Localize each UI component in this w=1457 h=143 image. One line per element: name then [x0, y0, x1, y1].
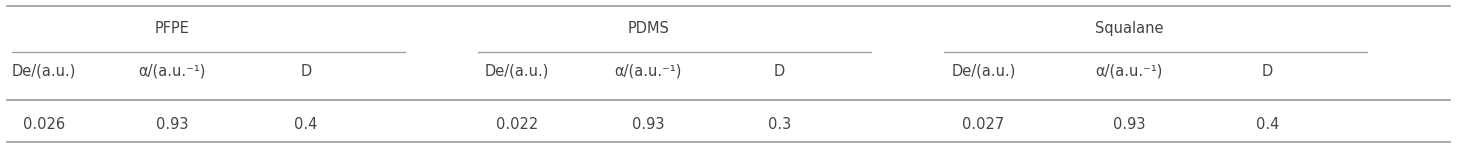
- Text: PDMS: PDMS: [628, 21, 669, 36]
- Text: 0.022: 0.022: [497, 117, 538, 132]
- Text: D: D: [1262, 64, 1273, 79]
- Text: De/(a.u.): De/(a.u.): [12, 64, 76, 79]
- Text: D: D: [300, 64, 312, 79]
- Text: PFPE: PFPE: [154, 21, 189, 36]
- Text: 0.4: 0.4: [294, 117, 318, 132]
- Text: De/(a.u.): De/(a.u.): [951, 64, 1016, 79]
- Text: α/(a.u.⁻¹): α/(a.u.⁻¹): [138, 64, 205, 79]
- Text: Squalane: Squalane: [1094, 21, 1164, 36]
- Text: α/(a.u.⁻¹): α/(a.u.⁻¹): [615, 64, 682, 79]
- Text: α/(a.u.⁻¹): α/(a.u.⁻¹): [1096, 64, 1163, 79]
- Text: 0.3: 0.3: [768, 117, 791, 132]
- Text: D: D: [774, 64, 785, 79]
- Text: 0.93: 0.93: [1113, 117, 1145, 132]
- Text: 0.4: 0.4: [1256, 117, 1279, 132]
- Text: De/(a.u.): De/(a.u.): [485, 64, 549, 79]
- Text: 0.026: 0.026: [23, 117, 64, 132]
- Text: 0.93: 0.93: [156, 117, 188, 132]
- Text: 0.027: 0.027: [963, 117, 1004, 132]
- Text: 0.93: 0.93: [632, 117, 664, 132]
